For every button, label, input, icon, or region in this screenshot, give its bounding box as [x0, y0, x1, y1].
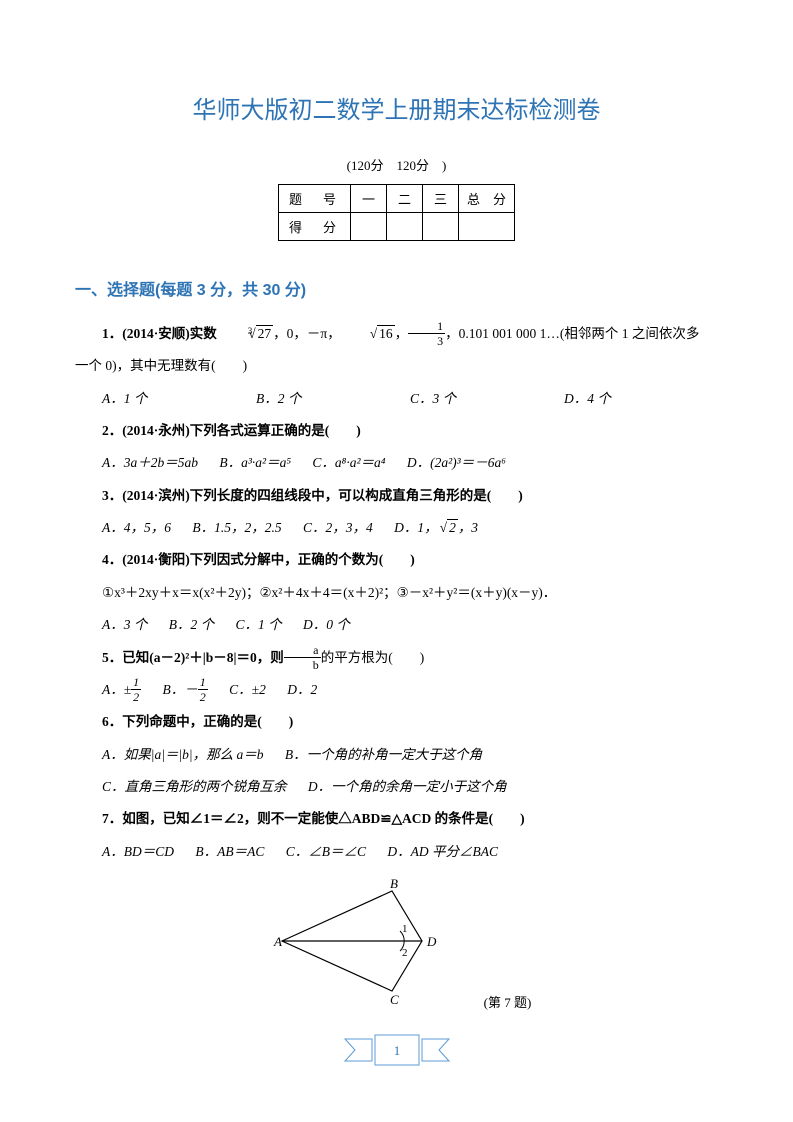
question-4-options: A．3 个 B．2 个 C．1 个 D．0 个	[75, 611, 718, 639]
question-6-options-line1: A．如果|a|＝|b|，那么 a＝b B．一个角的补角一定大于这个角	[75, 741, 718, 769]
svg-text:1: 1	[402, 923, 408, 935]
score-cell	[423, 213, 459, 241]
table-row: 题 号 一 二 三 总 分	[278, 185, 514, 213]
score-cell	[459, 213, 515, 241]
question-5-stem: 5．已知(a－2)²＋|b－8|＝0，则ab的平方根为( )	[75, 644, 718, 672]
question-4-stem: 4．(2014·衡阳)下列因式分解中，正确的个数为( )	[75, 546, 718, 574]
question-7-figure: A B C D 1 2 (第 7 题)	[75, 876, 718, 1011]
option-b: B．－12	[163, 682, 208, 697]
option-b: B．2 个	[256, 385, 410, 413]
cube-root-icon: 3	[217, 320, 256, 348]
table-row: 得 分	[278, 213, 514, 241]
option-a: A．3 个	[102, 617, 147, 632]
col-header: 三	[423, 185, 459, 213]
page-title: 华师大版初二数学上册期末达标检测卷	[75, 90, 718, 125]
q5-post: 的平方根为( )	[321, 650, 425, 665]
svg-text:A: A	[273, 934, 282, 949]
option-b: B．1.5，2，2.5	[192, 520, 281, 535]
question-6-options-line2: C．直角三角形的两个锐角互余 D．一个角的余角一定小于这个角	[75, 773, 718, 801]
option-a: A．±12	[102, 682, 141, 697]
col-header: 总 分	[459, 185, 515, 213]
question-6-stem: 6．下列命题中，正确的是( )	[75, 708, 718, 736]
question-2-options: A．3a＋2b＝5ab B．a³·a²＝a⁵ C．a⁸·a²＝a⁴ D．(2a²…	[75, 449, 718, 477]
q1-mid2: ，	[395, 326, 409, 341]
svg-text:C: C	[390, 992, 399, 1006]
question-7-stem: 7．如图，已知∠1＝∠2，则不一定能使△ABD≌△ACD 的条件是( )	[75, 805, 718, 833]
triangle-diagram-icon: A B C D 1 2	[262, 876, 462, 1006]
option-d: D．AD 平分∠BAC	[387, 844, 498, 859]
option-a: A．4，5，6	[102, 520, 171, 535]
option-a: A．3a＋2b＝5ab	[102, 455, 198, 470]
score-cell	[387, 213, 423, 241]
section-title: 一、选择题(每题 3 分，共 30 分)	[75, 276, 718, 300]
option-c: C．1 个	[236, 617, 282, 632]
svg-text:B: B	[390, 876, 398, 891]
sqrt-icon: 16	[341, 320, 395, 348]
header-label: 题 号	[278, 185, 350, 213]
ribbon-icon: 1	[337, 1033, 457, 1067]
option-d: D．一个角的余角一定小于这个角	[308, 779, 507, 794]
option-d: D．(2a²)³＝－6a⁶	[407, 455, 506, 470]
option-c: C．3 个	[410, 385, 564, 413]
sqrt-icon: 2	[438, 514, 458, 542]
score-table: 题 号 一 二 三 总 分 得 分	[278, 184, 515, 241]
question-3-options: A．4，5，6 B．1.5，2，2.5 C．2，3，4 D．1，2，3	[75, 514, 718, 542]
col-header: 二	[387, 185, 423, 213]
score-label: 得 分	[278, 213, 350, 241]
option-d: D．0 个	[303, 617, 350, 632]
cbrt-radicand: 27	[256, 325, 274, 341]
svg-text:2: 2	[402, 947, 408, 959]
question-5-options: A．±12 B．－12 C．±2 D．2	[75, 676, 718, 704]
svg-text:D: D	[426, 934, 437, 949]
option-b: B．a³·a²＝a⁵	[219, 455, 291, 470]
option-c: C．∠B＝∠C	[286, 844, 366, 859]
subtitle-text: (120分 120分 )	[75, 155, 718, 174]
option-a: A．如果|a|＝|b|，那么 a＝b	[102, 747, 263, 762]
q5-pre: 5．已知(a－2)²＋|b－8|＝0，则	[102, 650, 284, 665]
option-c: C．a⁸·a²＝a⁴	[312, 455, 385, 470]
question-7-options: A．BD＝CD B．AB＝AC C．∠B＝∠C D．AD 平分∠BAC	[75, 838, 718, 866]
option-a: A．BD＝CD	[102, 844, 174, 859]
option-c: C．2，3，4	[303, 520, 373, 535]
question-1-stem: 1．(2014·安顺)实数327，0，－π，16，13，0.101 001 00…	[75, 320, 718, 348]
col-header: 一	[351, 185, 387, 213]
option-d: D．1，2，3	[394, 520, 478, 535]
question-3-stem: 3．(2014·滨州)下列长度的四组线段中，可以构成直角三角形的是( )	[75, 482, 718, 510]
question-2-stem: 2．(2014·永州)下列各式运算正确的是( )	[75, 417, 718, 445]
option-b: B．一个角的补角一定大于这个角	[285, 747, 482, 762]
option-b: B．AB＝AC	[195, 844, 264, 859]
fraction: 12	[198, 676, 208, 703]
fraction: 13	[408, 320, 445, 347]
option-d: D．2	[287, 682, 317, 697]
fraction: 12	[131, 676, 141, 703]
question-1-stem-line2: 一个 0)，其中无理数有( )	[75, 352, 718, 380]
fraction: ab	[284, 644, 321, 671]
q1-pre: 1．(2014·安顺)实数	[102, 326, 217, 341]
svg-text:1: 1	[393, 1043, 400, 1058]
q1-mid3: ，0.101 001 000 1…(相邻两个 1 之间依次多	[445, 326, 699, 341]
option-b: B．2 个	[169, 617, 214, 632]
question-1-options: A．1 个 B．2 个 C．3 个 D．4 个	[75, 385, 718, 413]
figure-caption: (第 7 题)	[484, 992, 532, 1011]
question-4-line: ①x³＋2xy＋x＝x(x²＋2y)；②x²＋4x＋4＝(x＋2)²；③－x²＋…	[75, 579, 718, 607]
score-cell	[351, 213, 387, 241]
page-footer: 1	[0, 1033, 793, 1072]
option-a: A．1 个	[102, 385, 256, 413]
option-c: C．±2	[229, 682, 266, 697]
q1-mid1: ，0，－π，	[273, 326, 341, 341]
option-c: C．直角三角形的两个锐角互余	[102, 779, 287, 794]
option-d: D．4 个	[564, 385, 718, 413]
